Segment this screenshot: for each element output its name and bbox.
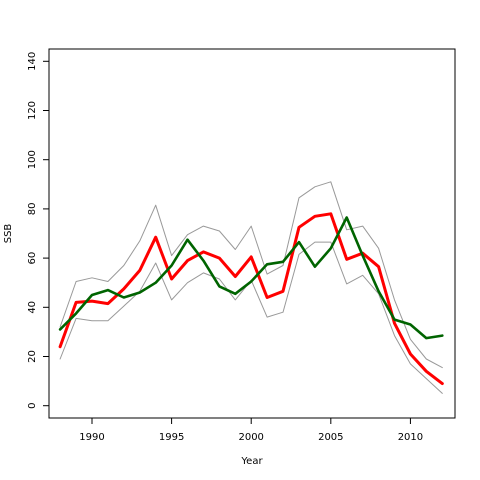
series-layer <box>58 181 444 394</box>
y-tick-label: 40 <box>27 301 38 314</box>
y-tick-label: 100 <box>27 150 38 169</box>
y-axis-label: SSB <box>3 224 14 244</box>
x-tick-label: 2010 <box>398 432 423 443</box>
y-tick-label: 0 <box>27 403 38 409</box>
plot-frame <box>48 48 456 419</box>
y-tick-label: 140 <box>27 52 38 71</box>
x-tick-label: 1990 <box>79 432 104 443</box>
y-tick-label: 60 <box>27 252 38 265</box>
series-line-lower-bound <box>59 241 443 394</box>
series-line-estimate-b <box>58 216 444 340</box>
y-tick-label: 20 <box>27 350 38 363</box>
series-line-upper-bound <box>59 181 443 369</box>
x-tick-label: 1995 <box>159 432 184 443</box>
y-tick-label: 80 <box>27 203 38 216</box>
x-axis: 1990 1995 2000 2005 2010 <box>79 417 423 443</box>
y-tick-label: 120 <box>27 101 38 120</box>
x-axis-label: Year <box>240 456 263 467</box>
y-axis: 0 20 40 60 80 100 120 140 <box>27 52 50 409</box>
x-tick-label: 2005 <box>318 432 343 443</box>
series-line-estimate-a <box>58 212 444 386</box>
x-tick-label: 2000 <box>238 432 263 443</box>
